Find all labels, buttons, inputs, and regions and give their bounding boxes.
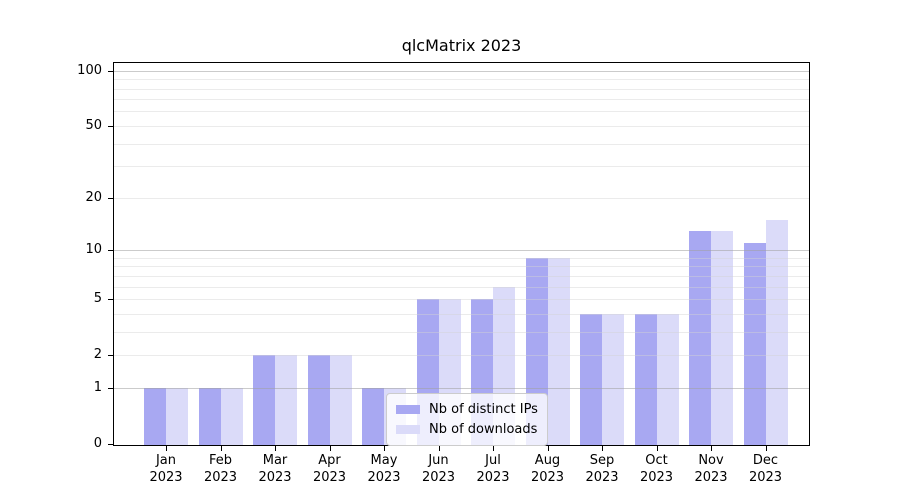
x-tick-label-sep-2023: Sep 2023	[585, 453, 619, 485]
x-tick-label-dec-2023: Dec 2023	[748, 453, 783, 485]
bar-nb-of-distinct-ips-mar-2023	[253, 355, 275, 445]
y-tick-0	[108, 444, 113, 445]
legend-swatch-downloads	[396, 424, 420, 434]
x-tick-jan-2023	[166, 446, 167, 451]
x-tick-label-aug-2023: Aug 2023	[530, 453, 565, 485]
bar-nb-of-downloads-sep-2023	[602, 313, 624, 445]
x-tick-label-oct-2023: Oct 2023	[639, 453, 674, 485]
x-tick-nov-2023	[711, 446, 712, 451]
bar-nb-of-distinct-ips-feb-2023	[198, 387, 221, 445]
x-tick-jul-2023	[493, 446, 494, 451]
legend-row-downloads: Nb of downloads	[396, 419, 538, 439]
y-tick-50	[108, 125, 113, 127]
bar-nb-of-distinct-ips-oct-2023	[634, 313, 657, 445]
legend-label-downloads: Nb of downloads	[429, 421, 538, 437]
y-tick-label-2: 2	[93, 347, 102, 363]
legend-swatch-distinct-ips	[396, 404, 420, 414]
bar-nb-of-distinct-ips-dec-2023	[743, 243, 766, 445]
y-tick-label-50: 50	[85, 117, 102, 133]
minor-gridline-70	[114, 99, 809, 101]
bar-nb-of-distinct-ips-jan-2023	[144, 387, 166, 445]
bar-nb-of-downloads-apr-2023	[329, 355, 352, 445]
x-tick-label-jan-2023: Jan 2023	[149, 453, 183, 485]
x-tick-sep-2023	[602, 446, 603, 451]
bar-nb-of-downloads-feb-2023	[220, 387, 243, 445]
x-tick-label-jun-2023: Jun 2023	[421, 453, 456, 485]
x-tick-jun-2023	[438, 446, 440, 451]
x-tick-aug-2023	[547, 446, 549, 451]
x-tick-dec-2023	[765, 446, 767, 451]
y-tick-2	[108, 355, 113, 357]
x-tick-apr-2023	[329, 446, 331, 451]
bar-nb-of-distinct-ips-sep-2023	[580, 313, 602, 445]
y-tick-1	[108, 387, 113, 389]
y-tick-label-20: 20	[85, 189, 102, 205]
y-tick-5	[108, 299, 113, 300]
bar-nb-of-downloads-jan-2023	[166, 387, 188, 445]
minor-gridline-50	[114, 125, 809, 127]
x-tick-label-apr-2023: Apr 2023	[312, 453, 347, 485]
bar-nb-of-distinct-ips-nov-2023	[689, 230, 711, 445]
x-tick-mar-2023	[275, 446, 276, 451]
plot-area: Nb of distinct IPs Nb of downloads	[113, 62, 810, 446]
minor-gridline-20	[114, 197, 809, 199]
bar-nb-of-distinct-ips-apr-2023	[307, 355, 330, 445]
x-tick-may-2023	[384, 446, 385, 451]
bar-nb-of-downloads-mar-2023	[275, 355, 297, 445]
major-gridline-100	[114, 70, 809, 72]
x-tick-label-mar-2023: Mar 2023	[258, 453, 292, 485]
minor-gridline-80	[114, 88, 809, 90]
y-tick-20	[108, 197, 113, 199]
x-tick-oct-2023	[656, 446, 658, 451]
y-tick-label-100: 100	[77, 62, 102, 78]
y-tick-label-10: 10	[85, 242, 102, 257]
x-tick-label-may-2023: May 2023	[367, 453, 401, 485]
chart-title: qlcMatrix 2023	[401, 36, 522, 55]
bar-nb-of-downloads-nov-2023	[711, 230, 733, 445]
bar-nb-of-downloads-oct-2023	[656, 313, 679, 445]
x-tick-feb-2023	[220, 446, 222, 451]
minor-gridline-90	[114, 79, 809, 81]
y-tick-label-5: 5	[93, 291, 102, 306]
y-tick-100	[108, 70, 113, 72]
x-tick-label-feb-2023: Feb 2023	[203, 453, 238, 485]
y-tick-10	[108, 250, 113, 251]
bar-nb-of-distinct-ips-may-2023	[362, 387, 384, 445]
y-tick-label-0: 0	[93, 436, 102, 451]
x-tick-label-nov-2023: Nov 2023	[694, 453, 728, 485]
x-tick-label-jul-2023: Jul 2023	[476, 453, 510, 485]
minor-gridline-40	[114, 143, 809, 145]
legend-label-distinct-ips: Nb of distinct IPs	[429, 401, 538, 417]
y-tick-label-1: 1	[93, 379, 102, 395]
legend: Nb of distinct IPs Nb of downloads	[386, 393, 548, 446]
bar-nb-of-downloads-dec-2023	[765, 219, 788, 445]
minor-gridline-60	[114, 111, 809, 113]
minor-gridline-30	[114, 166, 809, 168]
bar-nb-of-downloads-aug-2023	[547, 257, 570, 445]
legend-row-distinct-ips: Nb of distinct IPs	[396, 399, 538, 419]
